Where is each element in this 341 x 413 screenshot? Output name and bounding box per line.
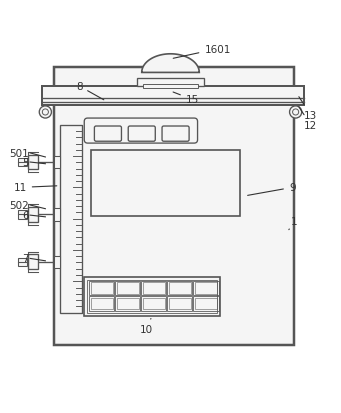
Text: 5: 5 — [22, 158, 28, 168]
Bar — [143, 283, 165, 294]
Polygon shape — [142, 55, 199, 73]
Text: 7: 7 — [22, 254, 28, 264]
Bar — [193, 297, 219, 311]
Bar — [28, 155, 38, 170]
Bar — [117, 283, 139, 294]
Bar — [143, 298, 165, 310]
Text: 501: 501 — [9, 149, 28, 159]
Bar — [54, 68, 294, 345]
Text: 1: 1 — [289, 217, 297, 230]
Bar — [42, 87, 304, 105]
Bar — [89, 297, 114, 311]
Circle shape — [39, 107, 51, 119]
Bar — [193, 281, 219, 296]
Bar — [167, 281, 192, 296]
Bar — [142, 281, 166, 296]
Bar — [18, 258, 27, 266]
Bar — [89, 281, 114, 296]
Bar — [195, 298, 217, 310]
Bar — [91, 151, 240, 217]
Bar — [28, 255, 38, 270]
FancyBboxPatch shape — [94, 127, 121, 142]
Text: 1601: 1601 — [173, 45, 231, 59]
Bar — [195, 283, 217, 294]
Bar — [117, 298, 139, 310]
Text: 12: 12 — [299, 108, 317, 131]
Bar — [60, 126, 81, 313]
Bar — [18, 211, 27, 219]
Bar — [84, 278, 220, 316]
Bar — [169, 283, 191, 294]
Bar — [54, 157, 60, 169]
Text: 13: 13 — [299, 97, 317, 120]
Bar — [169, 298, 191, 310]
Bar — [167, 297, 192, 311]
Circle shape — [290, 107, 302, 119]
Bar — [115, 297, 140, 311]
Bar — [91, 283, 113, 294]
Bar — [18, 159, 27, 167]
Bar — [115, 281, 140, 296]
FancyBboxPatch shape — [162, 127, 189, 142]
Bar — [144, 84, 197, 88]
Text: 11: 11 — [14, 183, 57, 193]
Bar — [142, 297, 166, 311]
Bar — [137, 79, 204, 87]
Bar — [28, 207, 38, 222]
Bar — [91, 298, 113, 310]
Text: 15: 15 — [173, 93, 199, 105]
FancyBboxPatch shape — [128, 127, 155, 142]
Text: 8: 8 — [76, 82, 104, 100]
Text: 9: 9 — [248, 183, 296, 196]
Bar — [87, 280, 217, 313]
Bar — [54, 209, 60, 221]
Bar — [54, 256, 60, 268]
Text: 10: 10 — [140, 319, 153, 335]
Text: 502: 502 — [9, 200, 28, 211]
Text: 6: 6 — [22, 211, 28, 221]
